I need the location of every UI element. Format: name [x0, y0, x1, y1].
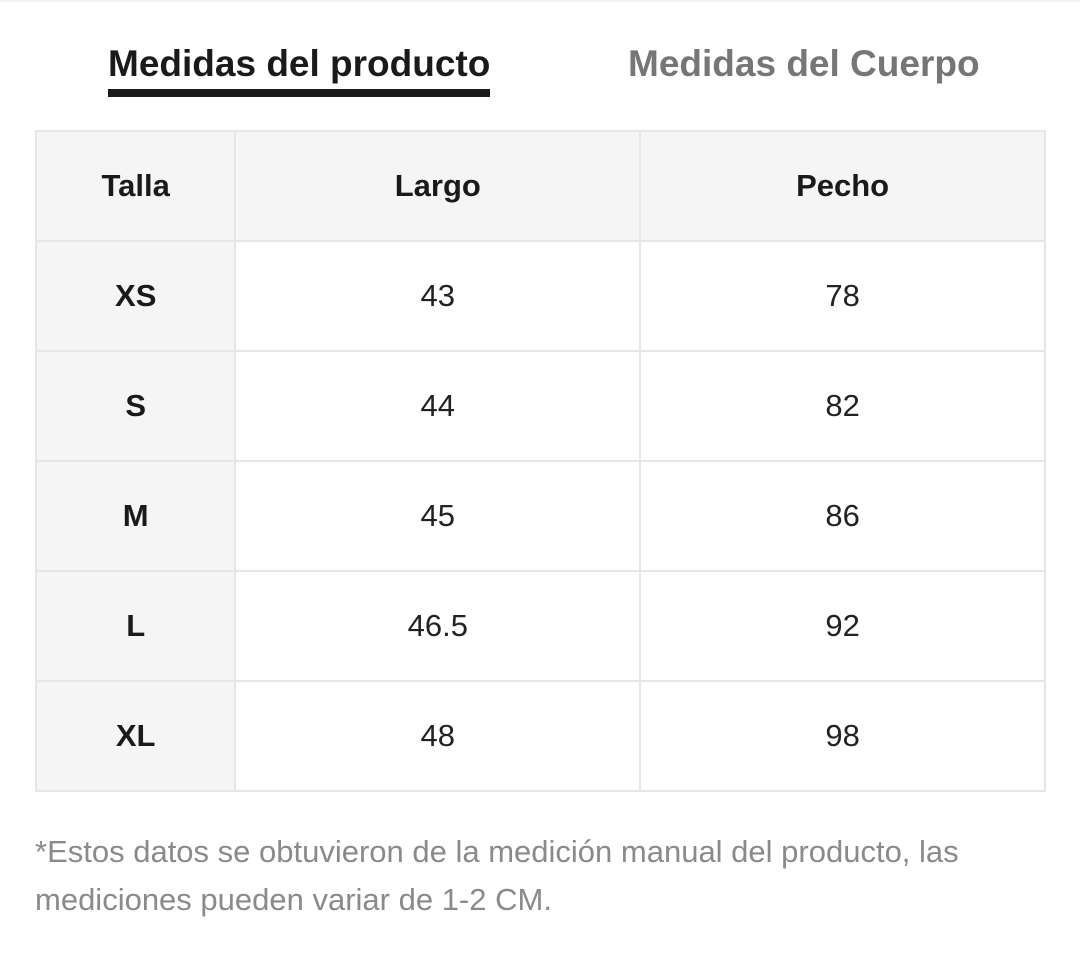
table-header-row: Talla Largo Pecho	[34, 130, 1046, 242]
table-row: L 46.5 92	[34, 570, 1046, 682]
tab-product-measurements[interactable]: Medidas del producto	[108, 38, 491, 97]
chest-cell: 98	[639, 680, 1046, 792]
table-row: XL 48 98	[34, 680, 1046, 792]
measurement-disclaimer: *Estos datos se obtuvieron de la medició…	[35, 834, 959, 917]
header-length: Largo	[234, 130, 642, 242]
length-cell: 48	[234, 680, 642, 792]
length-cell: 44	[234, 350, 642, 462]
chest-cell: 82	[639, 350, 1046, 462]
size-cell: S	[34, 350, 237, 462]
size-cell: M	[34, 460, 237, 572]
measurement-tabs: Medidas del producto Medidas del Cuerpo	[0, 38, 1080, 102]
size-chart-table: Talla Largo Pecho XS 43 78 S 44 82 M 45 …	[34, 130, 1046, 792]
table-row: S 44 82	[34, 350, 1046, 462]
length-cell: 45	[234, 460, 642, 572]
top-divider	[0, 0, 1080, 2]
table-row: M 45 86	[34, 460, 1046, 572]
chest-cell: 86	[639, 460, 1046, 572]
size-cell: L	[34, 570, 237, 682]
header-chest: Pecho	[639, 130, 1046, 242]
table-row: XS 43 78	[34, 240, 1046, 352]
length-cell: 43	[234, 240, 642, 352]
size-cell: XS	[34, 240, 237, 352]
chest-cell: 78	[639, 240, 1046, 352]
size-cell: XL	[34, 680, 237, 792]
chest-cell: 92	[639, 570, 1046, 682]
header-size: Talla	[34, 130, 237, 242]
tab-body-measurements[interactable]: Medidas del Cuerpo	[628, 43, 980, 84]
length-cell: 46.5	[234, 570, 642, 682]
